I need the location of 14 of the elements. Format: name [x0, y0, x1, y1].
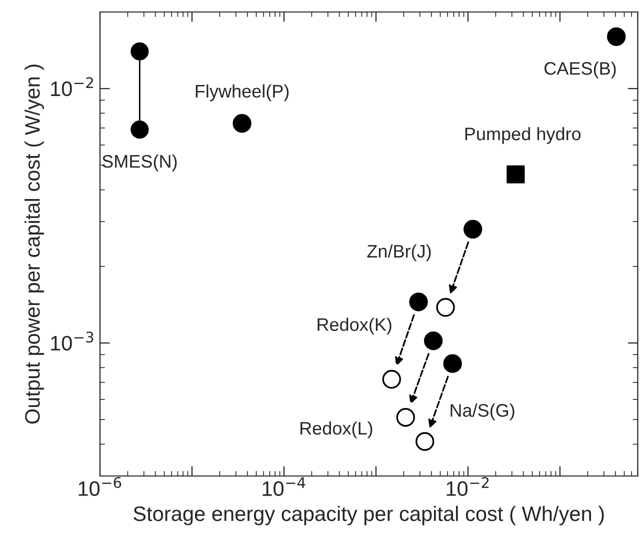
y-tick-label: 10$^{−3}$: [51, 332, 94, 351]
x-tick-label: 10$^{−6}$: [78, 477, 122, 496]
annotation: CAES(B): [544, 62, 616, 78]
x-axis-title: Storage energy capacity per capital cost ( Wh/yen ): [134, 506, 604, 526]
x-tick-label: 10$^{−4}$: [262, 477, 306, 496]
annotation: Na/S(G): [450, 404, 514, 420]
annotation: Zn/Br(J): [367, 244, 431, 262]
x-tick-label: 10$^{−2}$: [446, 477, 489, 496]
annotation: SMES(N): [102, 154, 177, 172]
annotation: Redox(L): [300, 421, 372, 438]
annotation: Redox(K): [318, 318, 392, 335]
annotation: Flywheel(P): [196, 84, 289, 102]
y-axis-title: Output power per capital cost ( W/yen ): [24, 64, 44, 424]
annotation: Pumped hydro: [465, 127, 581, 144]
